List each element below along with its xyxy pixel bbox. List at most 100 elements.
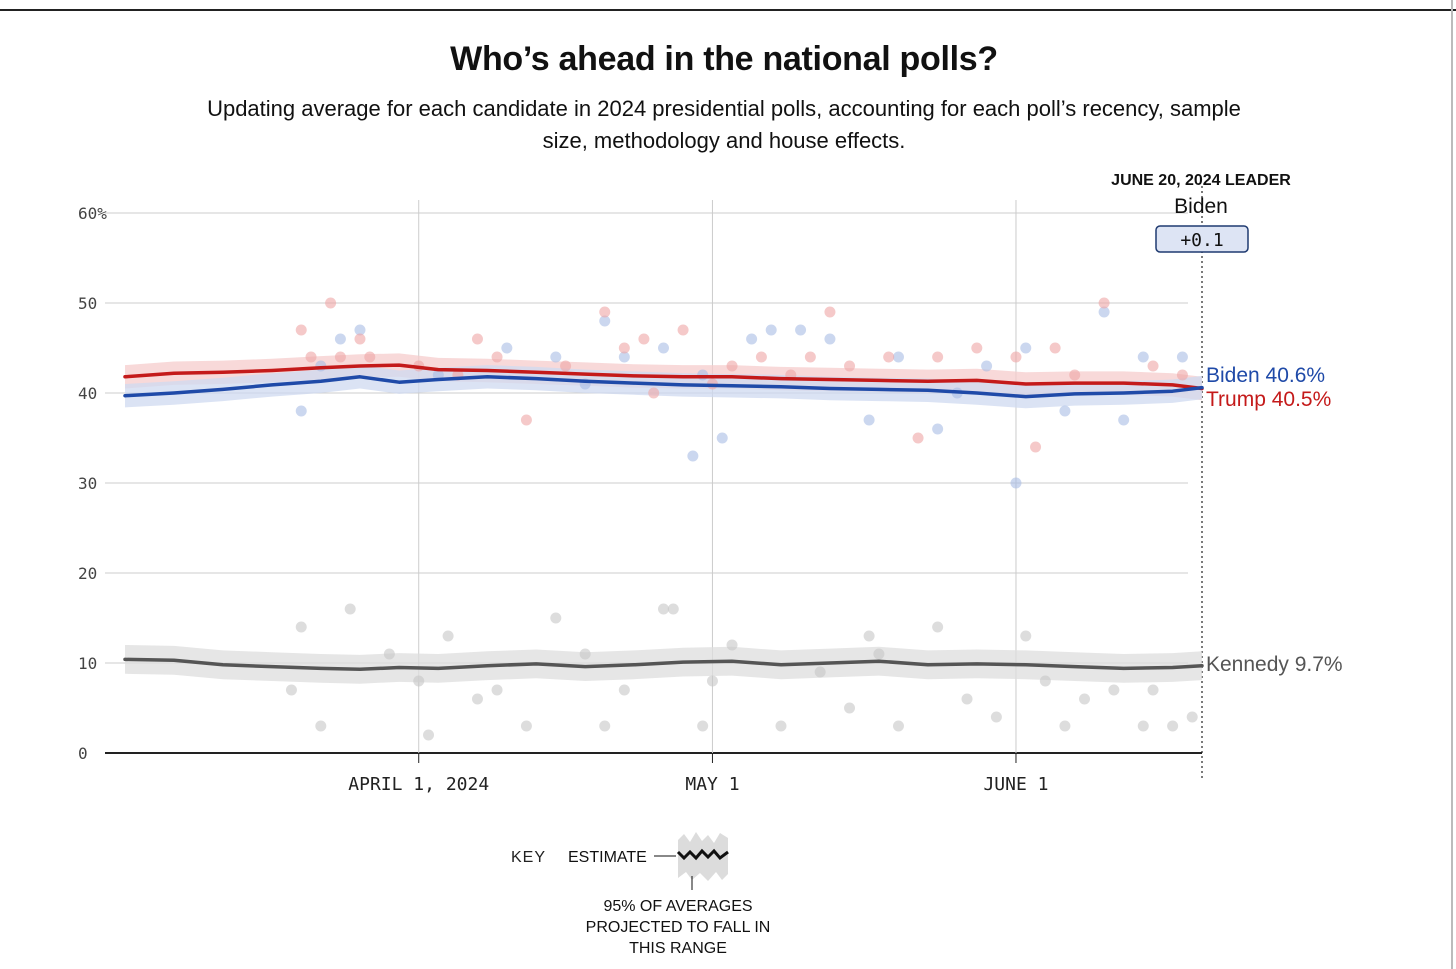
kennedy-poll-dot [667,603,679,615]
kennedy-poll-dot [706,675,718,687]
y-tick-label: 20 [78,564,97,583]
kennedy-poll-dot [775,720,787,732]
key-estimate-line [676,848,729,861]
biden-poll-dot [550,351,562,363]
kennedy-poll-dot [315,720,327,732]
trump-poll-dot [325,297,337,309]
x-tick-label: MAY 1 [685,774,739,795]
kennedy-poll-dot [413,675,425,687]
biden-range-band [125,365,1202,409]
biden-poll-dot [1137,351,1149,363]
trump-poll-dot [599,306,611,318]
trump-poll-dot [618,342,630,354]
kennedy-poll-dot [932,621,944,633]
trump-poll-dot [912,432,924,444]
chart-title: Who’s ahead in the national polls? [450,40,998,78]
biden-poll-dot [1118,414,1130,426]
biden-poll-dot [599,315,611,327]
key-range-line-1: 95% OF AVERAGES [603,898,752,915]
kennedy-poll-dot [442,630,454,642]
biden-poll-dot [892,351,904,363]
biden-poll-dot [1020,342,1032,354]
trump-poll-dot [560,360,572,372]
trump-poll-dot [1049,342,1061,354]
kennedy-poll-dot [1079,693,1091,705]
kennedy-poll-dot [295,621,307,633]
biden-poll-dot [1176,351,1188,363]
kennedy-poll-dot [599,720,611,732]
y-tick-label: 30 [78,474,97,493]
biden-poll-dot [687,450,699,462]
kennedy-poll-dot [1167,720,1179,732]
trump-poll-dot [1010,351,1022,363]
y-tick-label: 50 [78,294,97,313]
biden-poll-dot [1098,306,1110,318]
biden-poll-dot [618,351,630,363]
trump-poll-dot [1147,360,1159,372]
kennedy-poll-dot [863,630,875,642]
trump-poll-dot [1069,369,1081,381]
kennedy-poll-dot [961,693,973,705]
poll-dots [285,297,1198,741]
kennedy-poll-dot [383,648,395,660]
trump-poll-dot [520,414,532,426]
x-tick-label: APRIL 1, 2024 [348,774,489,795]
trump-poll-dot [971,342,983,354]
trump-poll-dot [648,387,660,399]
trump-poll-dot [932,351,944,363]
y-tick-label: 40 [78,384,97,403]
kennedy-poll-dot [520,720,532,732]
biden-poll-dot [765,324,777,336]
top-rule [0,9,1456,11]
trump-poll-dot [804,351,816,363]
biden-poll-dot [501,342,513,354]
key-label: KEY [511,849,546,866]
biden-poll-dot [1059,405,1071,417]
biden-poll-dot [334,333,346,345]
kennedy-poll-dot [618,684,630,696]
chart-labels: 60% 50 40 30 20 10 0 APRIL 1, 2024 MAY 1 JUNE 1 Tr… [78,204,1343,795]
biden-poll-dot [658,342,669,354]
leader-margin: +0.1 [1180,230,1223,251]
kennedy-poll-dot [423,729,435,741]
trump-poll-dot [364,351,376,363]
leader-margin-box [1155,225,1249,253]
kennedy-poll-dot [1137,720,1149,732]
trump-poll-dot [305,351,317,363]
kennedy-poll-dot [550,612,562,624]
biden-poll-dot [295,405,307,417]
kennedy-average-line [123,657,1204,672]
kennedy-poll-dot [844,702,856,714]
kennedy-poll-dot [697,720,709,732]
trump-poll-dot [638,333,650,345]
kennedy-poll-dot [1108,684,1120,696]
trump-poll-dot [824,306,836,318]
chart-subtitle: Updating average for each candidate in 2… [207,96,1241,153]
key-estimate-label: ESTIMATE [568,849,647,866]
kennedy-poll-dot [1186,711,1198,723]
kennedy-poll-dot [990,711,1002,723]
trump-poll-dot [755,351,767,363]
kennedy-poll-dot [814,666,826,678]
x-tick-label: JUNE 1 [983,774,1048,795]
biden-poll-dot [932,423,944,435]
biden-poll-dot [824,333,836,345]
trump-poll-dot [1030,441,1042,453]
kennedy-poll-dot [892,720,904,732]
key-range-band [678,832,728,881]
trump-poll-dot [726,360,738,372]
biden-poll-dot [716,432,728,444]
trump-poll-dot [1098,297,1110,309]
kennedy-poll-dot [471,693,483,705]
kennedy-poll-dot [579,648,591,660]
trump-poll-dot [295,324,307,336]
kennedy-poll-dot [1147,684,1159,696]
key-range-line-2: PROJECTED TO FALL IN [586,919,771,936]
kennedy-poll-dot [1039,675,1051,687]
kennedy-poll-dot [726,639,738,651]
biden-poll-dot [697,369,709,381]
average-lines [123,363,1204,672]
biden-end-label: Biden 40.6% [1206,364,1325,387]
kennedy-poll-dot [491,684,503,696]
